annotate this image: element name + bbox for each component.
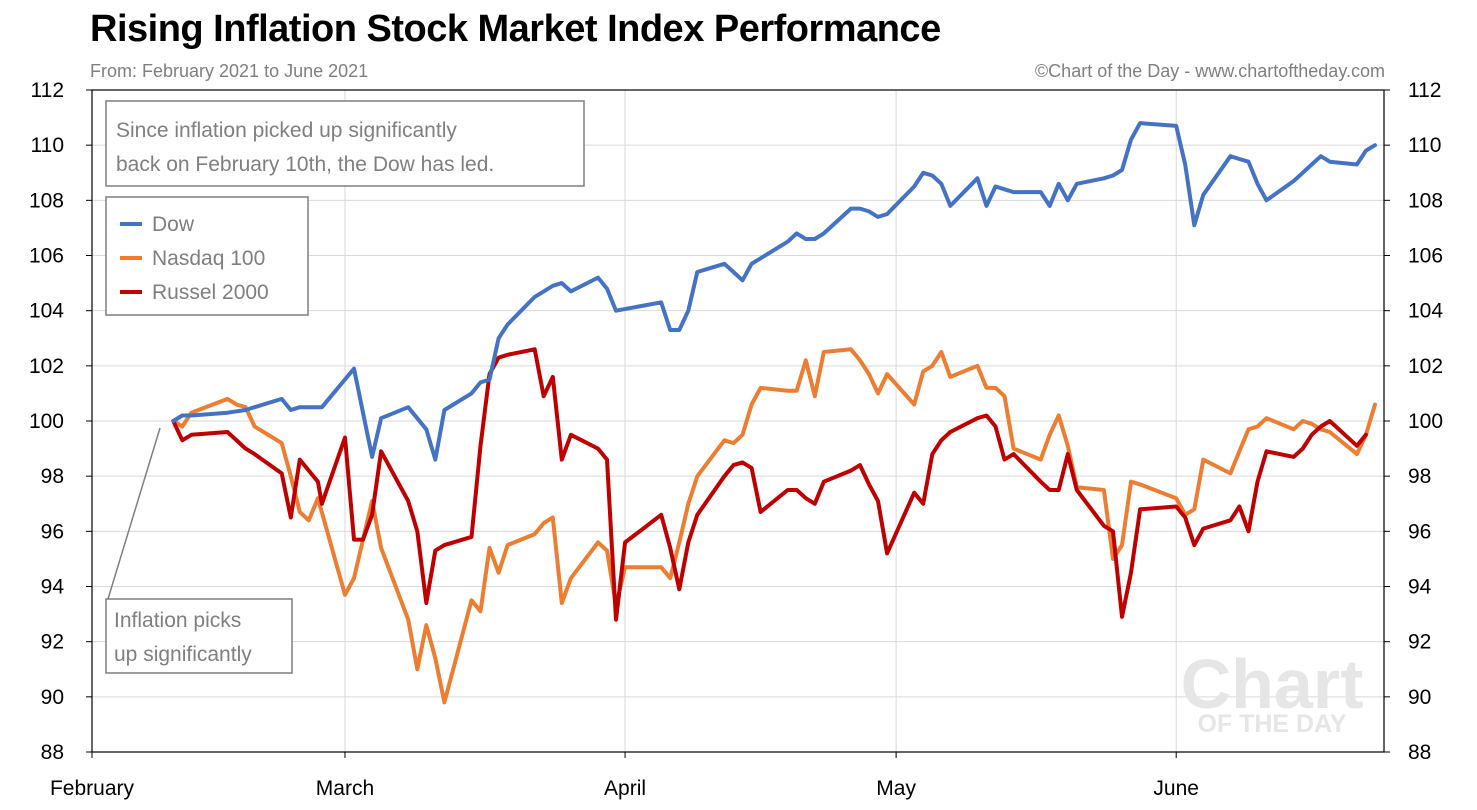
y-tick-label-left: 94 xyxy=(41,576,65,599)
y-tick-label-left: 90 xyxy=(41,686,64,709)
annotation-pointer xyxy=(107,427,161,600)
legend-label: Russel 2000 xyxy=(152,281,269,304)
x-axis: February March April May June xyxy=(50,752,1199,800)
chart-subtitle: From: February 2021 to June 2021 xyxy=(90,61,369,81)
y-tick-label-left: 96 xyxy=(41,520,64,543)
series-line-russel-2000 xyxy=(171,347,1368,622)
series-line-dow xyxy=(171,121,1377,462)
y-tick-label-right: 96 xyxy=(1408,520,1431,543)
x-tick-label: April xyxy=(604,777,646,800)
annotation-top-line2: back on February 10th, the Dow has led. xyxy=(116,153,494,176)
y-tick-label-left: 112 xyxy=(31,79,64,102)
y-tick-label-right: 102 xyxy=(1408,355,1443,378)
x-tick-label: March xyxy=(316,777,374,800)
annotation-top-box xyxy=(105,100,585,187)
y-tick-label-right: 104 xyxy=(1408,300,1443,323)
y-tick-label-right: 92 xyxy=(1408,631,1431,654)
series-lines xyxy=(171,121,1377,705)
y-tick-label-right: 106 xyxy=(1408,245,1443,268)
annotation-bottom-box xyxy=(105,598,293,674)
series-line-nasdaq-100 xyxy=(171,347,1377,705)
y-tick-label-right: 94 xyxy=(1408,576,1432,599)
y-tick-label-left: 98 xyxy=(41,465,64,488)
annotation-bottom-line1: Inflation picks xyxy=(114,609,241,632)
watermark-small: OF THE DAY xyxy=(1197,710,1346,738)
x-tick-label: May xyxy=(876,777,916,800)
annotation-top-line1: Since inflation picked up significantly xyxy=(116,119,457,142)
y-tick-label-left: 102 xyxy=(29,355,64,378)
y-tick-label-right: 100 xyxy=(1408,410,1443,433)
y-axis-left: 88 90 92 94 96 98 100 102 104 106 108 110 112 xyxy=(29,79,92,764)
y-tick-label-left: 92 xyxy=(41,631,64,654)
chart-title: Rising Inflation Stock Market Index Perf… xyxy=(90,8,941,50)
x-tick-label: February xyxy=(50,777,135,800)
y-tick-label-right: 90 xyxy=(1408,686,1431,709)
legend: Dow Nasdaq 100 Russel 2000 xyxy=(105,196,309,316)
watermark-big: Chart xyxy=(1181,645,1364,723)
watermark: Chart OF THE DAY xyxy=(1181,645,1364,738)
x-tick-label: June xyxy=(1153,777,1199,800)
annotation-top: Since inflation picked up significantly … xyxy=(105,100,585,187)
y-tick-label-left: 106 xyxy=(29,245,64,268)
y-tick-label-right: 88 xyxy=(1408,741,1431,764)
chart-credit: ©Chart of the Day - www.chartoftheday.co… xyxy=(1034,61,1385,81)
y-tick-label-right: 108 xyxy=(1408,189,1443,212)
y-tick-label-right: 110 xyxy=(1408,134,1441,157)
y-tick-label-left: 108 xyxy=(29,189,64,212)
y-tick-label-left: 104 xyxy=(29,300,64,323)
y-tick-label-left: 110 xyxy=(31,134,64,157)
y-axis-right: 88 90 92 94 96 98 100 102 104 106 108 110 112 xyxy=(1384,79,1443,764)
legend-label: Nasdaq 100 xyxy=(152,247,265,270)
y-tick-label-left: 100 xyxy=(29,410,64,433)
annotation-bottom-line2: up significantly xyxy=(114,643,252,666)
legend-label: Dow xyxy=(152,213,195,236)
y-tick-label-right: 112 xyxy=(1408,79,1441,102)
y-tick-label-left: 88 xyxy=(41,741,64,764)
y-tick-label-right: 98 xyxy=(1408,465,1431,488)
annotation-bottom: Inflation picks up significantly xyxy=(105,598,293,674)
